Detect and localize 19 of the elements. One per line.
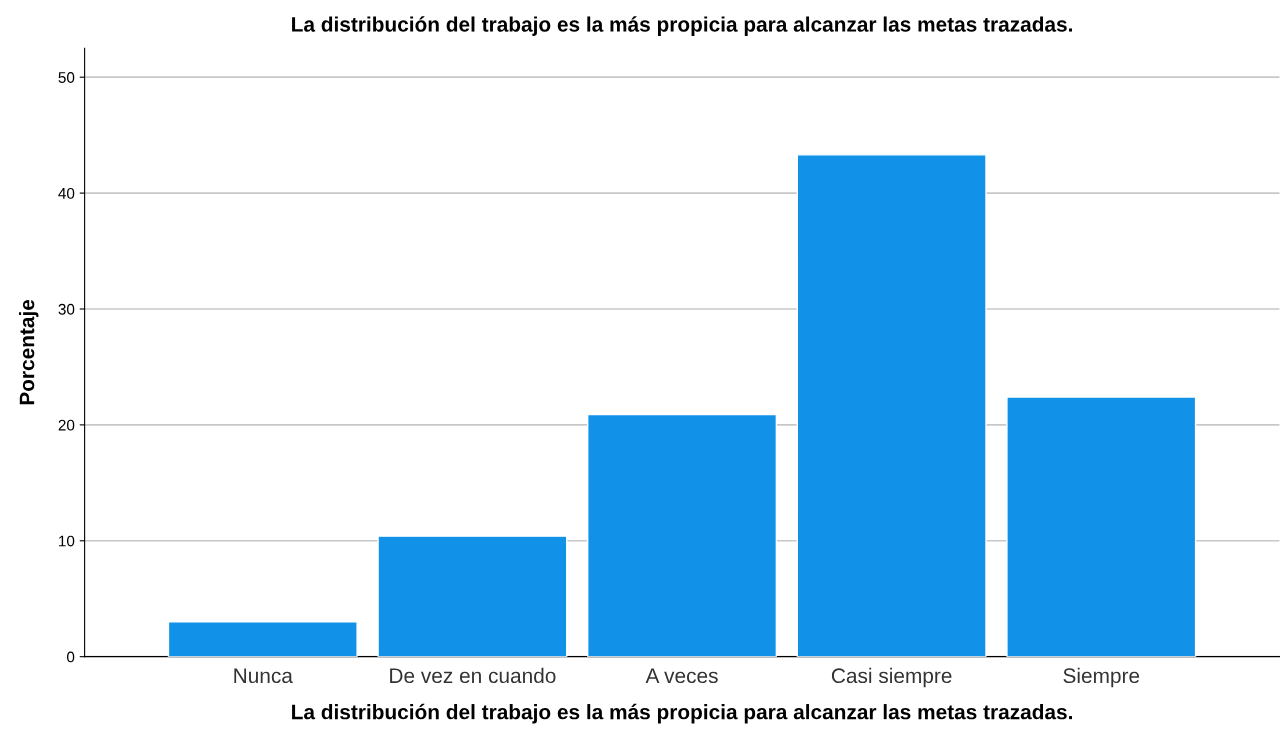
bar bbox=[377, 535, 568, 657]
x-tick-label: De vez en cuando bbox=[390, 667, 556, 684]
x-tick-label: Siempre bbox=[1063, 667, 1140, 688]
bar bbox=[796, 154, 987, 657]
bar bbox=[587, 413, 778, 657]
bar bbox=[167, 621, 358, 657]
x-tick-label: Nunca bbox=[234, 668, 293, 684]
chart-title: La distribución del trabajo es la más propicia para alcanzar las metas trazadas. bbox=[292, 16, 1072, 36]
y-tick-label: 40 bbox=[58, 187, 75, 199]
bar bbox=[1006, 396, 1197, 657]
x-tick-label: A veces bbox=[645, 668, 718, 684]
y-tick-label: 10 bbox=[59, 535, 75, 547]
y-tick-label: 50 bbox=[58, 72, 75, 83]
y-tick-label: 0 bbox=[66, 651, 75, 663]
y-tick-label: 30 bbox=[58, 303, 75, 315]
y-axis-title: Porcentaje bbox=[19, 299, 39, 405]
y-tick-label: 20 bbox=[58, 419, 75, 431]
x-axis-title: La distribución del trabajo es la más propicia para alcanzar las metas trazadas. bbox=[292, 703, 1072, 724]
x-tick-label: Casi siempre bbox=[831, 667, 952, 688]
